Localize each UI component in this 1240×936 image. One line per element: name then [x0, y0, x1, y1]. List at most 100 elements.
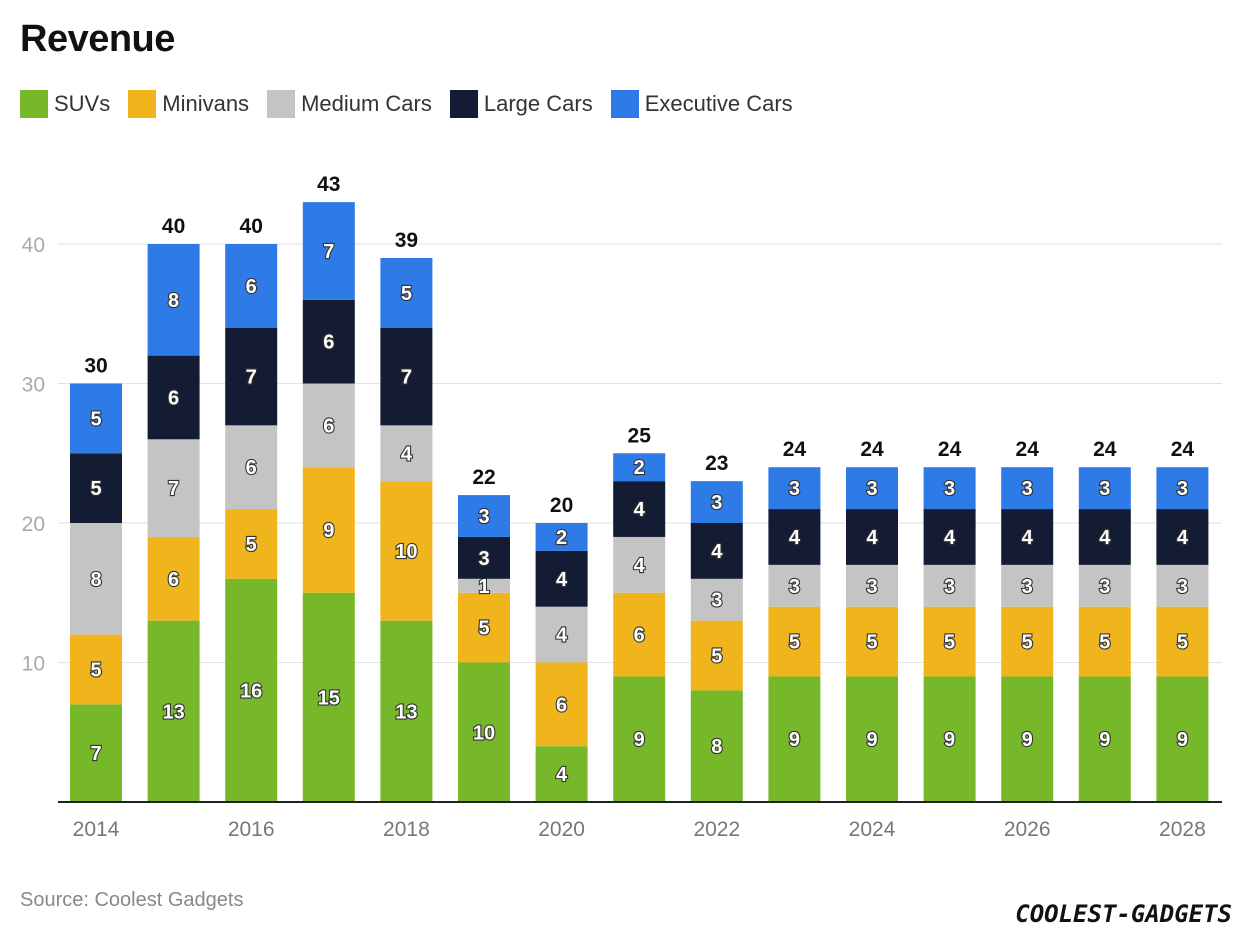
data-label: 10 [473, 722, 495, 744]
bar-segment [1156, 564, 1209, 607]
data-label: 5 [246, 534, 257, 556]
data-label: 7 [90, 743, 101, 765]
total-label: 25 [628, 424, 652, 447]
data-label: 5 [478, 618, 489, 640]
bar-segment [302, 383, 355, 468]
data-label: 10 [395, 541, 417, 563]
total-label: 24 [1016, 438, 1040, 461]
bar-segment [458, 578, 510, 593]
bar-segment [535, 606, 588, 663]
data-label: 8 [168, 290, 179, 312]
bar-segment [1001, 564, 1054, 607]
bar-segment [690, 620, 743, 691]
bar-segment [1156, 676, 1209, 802]
x-tick-label: 2026 [1004, 818, 1051, 841]
data-label: 4 [556, 764, 568, 786]
data-label: 5 [944, 632, 955, 654]
bar-segment [1156, 509, 1209, 565]
bar-segment [535, 523, 588, 551]
bar-segment [1156, 606, 1209, 677]
data-label: 5 [90, 478, 101, 500]
bar-segment [458, 592, 510, 663]
data-label: 2 [634, 457, 645, 479]
data-label: 9 [634, 729, 645, 751]
bar-segment [768, 509, 821, 565]
data-label: 5 [401, 283, 412, 305]
data-label: 4 [556, 569, 568, 591]
legend-item-executive-cars: Executive Cars [610, 90, 793, 118]
legend-item-minivans: Minivans [128, 90, 249, 118]
data-label: 9 [1022, 729, 1033, 751]
data-label: 3 [789, 576, 800, 598]
total-label: 20 [550, 494, 573, 517]
total-label: 24 [783, 438, 807, 461]
bar-segment [768, 676, 821, 802]
data-label: 3 [1022, 576, 1033, 598]
data-label: 9 [1099, 729, 1110, 751]
data-label: 4 [711, 541, 723, 563]
bar-segment [147, 536, 200, 621]
data-label: 3 [711, 590, 722, 612]
data-label: 5 [711, 646, 722, 668]
data-label: 7 [401, 367, 412, 389]
legend-item-large-cars: Large Cars [449, 90, 593, 118]
bar-segment [923, 676, 976, 802]
source-note: Source: Coolest Gadgets [20, 889, 244, 911]
bar-segment [302, 467, 355, 593]
bar-segment [458, 536, 510, 579]
data-label: 6 [323, 415, 334, 437]
bar-segment [923, 564, 976, 607]
bar-segment [225, 425, 278, 510]
data-label: 3 [1177, 478, 1188, 500]
bar-segment [302, 299, 355, 384]
legend-item-medium-cars: Medium Cars [267, 90, 432, 118]
data-label: 7 [168, 478, 179, 500]
bar-segment [380, 327, 433, 426]
bar-segment [1078, 564, 1131, 607]
bar-segment [225, 327, 278, 426]
bar-segment [70, 634, 122, 705]
data-label: 5 [90, 659, 101, 681]
data-label: 5 [789, 632, 800, 654]
total-label: 24 [1093, 438, 1117, 461]
total-label: 24 [1171, 438, 1195, 461]
data-label: 9 [323, 520, 334, 542]
data-label: 6 [323, 332, 334, 354]
bar-segment [70, 383, 122, 454]
bar-segment [846, 564, 898, 607]
bar-segment [380, 481, 433, 621]
total-label: 43 [317, 173, 340, 196]
data-label: 4 [944, 527, 956, 549]
bar-segment [1078, 606, 1131, 677]
data-label: 6 [556, 694, 567, 716]
data-label: 3 [478, 548, 489, 570]
bar-segment [1078, 509, 1131, 565]
data-label: 5 [1022, 632, 1033, 654]
data-label: 6 [168, 569, 179, 591]
data-label: 5 [866, 632, 877, 654]
bar-segment [690, 523, 743, 579]
bar-segment [380, 620, 433, 802]
bar-segment [1001, 467, 1054, 510]
bar-segment [380, 425, 433, 482]
legend-swatch [610, 90, 639, 118]
bar-segment [846, 467, 898, 510]
bar-segment [768, 606, 821, 677]
bar-segment [846, 606, 898, 677]
data-label: 3 [711, 492, 722, 514]
data-label: 4 [1177, 527, 1189, 549]
x-tick-label: 2022 [693, 818, 740, 841]
bar-segment [613, 592, 666, 677]
bar-segment [846, 676, 898, 802]
data-label: 3 [944, 576, 955, 598]
bar-segment [302, 202, 355, 300]
bar-segment [613, 536, 666, 593]
data-label: 9 [789, 729, 800, 751]
data-label: 5 [90, 408, 101, 430]
data-label: 9 [944, 729, 955, 751]
data-label: 3 [1099, 478, 1110, 500]
total-label: 22 [472, 466, 495, 489]
bar-segment [1078, 467, 1131, 510]
bar-segment [225, 578, 278, 802]
legend-label: Medium Cars [301, 91, 432, 116]
